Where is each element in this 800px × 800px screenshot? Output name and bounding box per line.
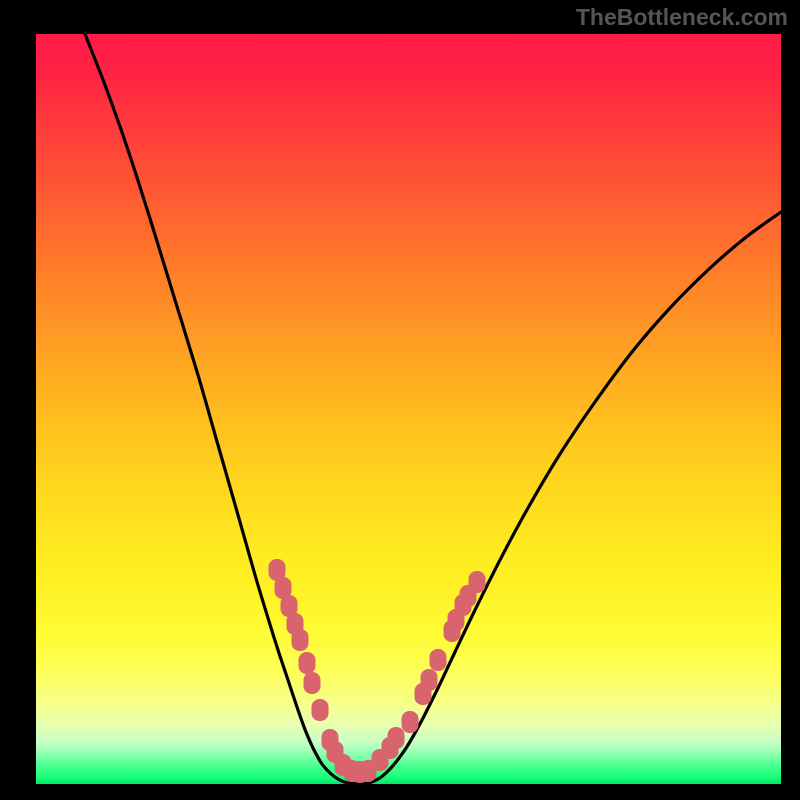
watermark-text: TheBottleneck.com — [576, 4, 788, 31]
curve-marker — [469, 571, 486, 593]
plot-background — [36, 34, 781, 784]
curve-marker — [402, 711, 419, 733]
curve-marker — [292, 629, 309, 651]
curve-marker — [299, 652, 316, 674]
curve-marker — [388, 727, 405, 749]
curve-marker — [421, 669, 438, 691]
curve-marker — [312, 699, 329, 721]
chart-svg — [0, 0, 800, 800]
curve-marker — [304, 672, 321, 694]
curve-marker — [430, 649, 447, 671]
chart-container: TheBottleneck.com — [0, 0, 800, 800]
